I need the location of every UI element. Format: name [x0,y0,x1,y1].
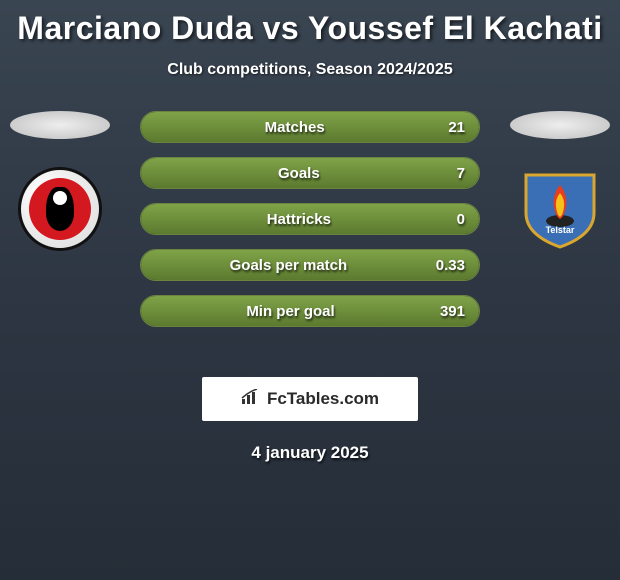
stat-label: Matches [141,119,448,136]
subtitle: Club competitions, Season 2024/2025 [0,61,620,79]
stat-row: Matches 21 [140,111,480,143]
brand-chart-icon [241,389,261,410]
stat-row: Min per goal 391 [140,295,480,327]
stat-value: 0 [457,211,479,228]
stat-label: Goals [141,165,457,182]
stat-row: Hattricks 0 [140,203,480,235]
date-text: 4 january 2025 [0,443,620,463]
club-crest-left [18,167,102,251]
brand-badge[interactable]: FcTables.com [202,377,418,421]
stat-row: Goals per match 0.33 [140,249,480,281]
stat-value: 0.33 [436,257,479,274]
stat-label: Hattricks [141,211,457,228]
stat-value: 7 [457,165,479,182]
page-title: Marciano Duda vs Youssef El Kachati [0,0,620,47]
stat-row: Goals 7 [140,157,480,189]
player-left-placeholder [10,111,110,139]
brand-text: FcTables.com [267,389,379,409]
club-crest-right: Telstar [518,167,602,251]
comparison-panel: Telstar Matches 21 Goals 7 Hattricks 0 G… [0,111,620,371]
stat-value: 391 [440,303,479,320]
stat-label: Min per goal [141,303,440,320]
stat-value: 21 [448,119,479,136]
stat-label: Goals per match [141,257,436,274]
stat-bars: Matches 21 Goals 7 Hattricks 0 Goals per… [140,111,480,341]
player-right-placeholder [510,111,610,139]
svg-text:Telstar: Telstar [546,225,575,235]
